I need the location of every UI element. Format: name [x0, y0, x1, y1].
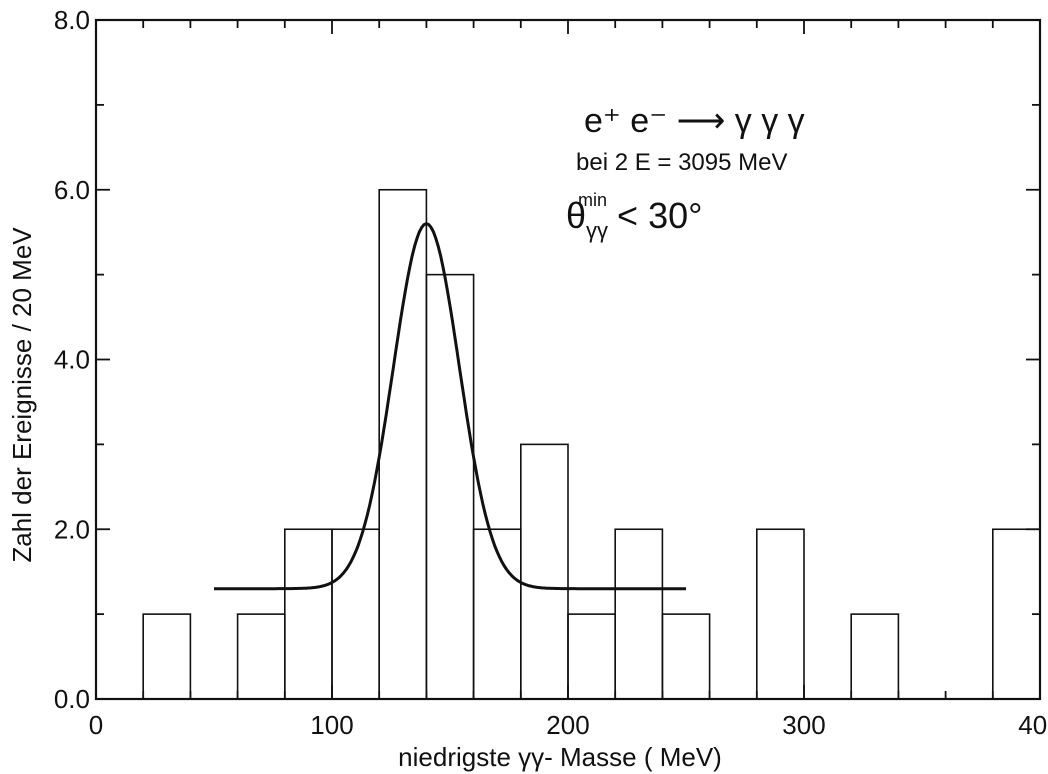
histogram-bar — [521, 444, 568, 699]
y-tick-label: 2.0 — [54, 514, 90, 544]
x-axis-title: niedrigste γγ- Masse ( MeV) — [398, 742, 722, 772]
angle-superscript: min — [578, 190, 607, 210]
annotation-angle-cut: θγγmin < 30° — [566, 190, 703, 243]
y-tick-label: 4.0 — [54, 345, 90, 375]
y-axis-title: Zahl der Ereignisse / 20 MeV — [7, 227, 37, 563]
histogram-bar — [285, 529, 332, 699]
angle-subscript: γγ — [586, 218, 608, 243]
histogram-bins — [143, 190, 1040, 699]
x-tick-label: 100 — [310, 710, 353, 740]
y-tick-label: 0.0 — [54, 684, 90, 714]
y-tick-label: 6.0 — [54, 175, 90, 205]
angle-inequality: < 30° — [617, 195, 702, 236]
histogram-bar — [426, 275, 473, 699]
histogram-bar — [238, 614, 285, 699]
x-tick-label: 200 — [546, 710, 589, 740]
y-tick-label: 8.0 — [54, 5, 90, 35]
histogram-bar — [662, 614, 709, 699]
histogram-bar — [143, 614, 190, 699]
x-tick-label: 300 — [782, 710, 825, 740]
histogram-bar — [757, 529, 804, 699]
x-tick-label: 0 — [89, 710, 103, 740]
histogram-bar — [568, 614, 615, 699]
annotation-block: e⁺ e⁻ ⟶ γ γ γ bei 2 E = 3095 MeV θγγmin <… — [566, 102, 805, 243]
histogram-bar — [379, 190, 426, 699]
annotation-energy: bei 2 E = 3095 MeV — [576, 149, 787, 176]
histogram-bar — [851, 614, 898, 699]
annotation-reaction: e⁺ e⁻ ⟶ γ γ γ — [584, 102, 805, 140]
x-tick-label: 400 — [1018, 710, 1048, 740]
histogram-bar — [615, 529, 662, 699]
